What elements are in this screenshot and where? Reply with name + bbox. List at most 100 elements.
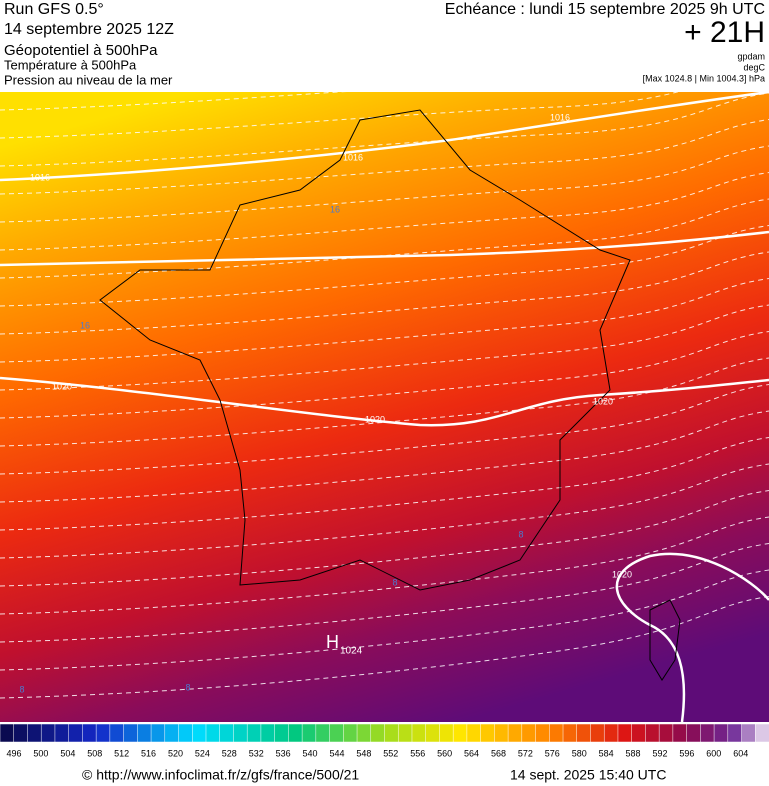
colorbar-label: 592 bbox=[652, 748, 667, 758]
colorbar-cell bbox=[205, 723, 221, 743]
colorbar-cell bbox=[617, 723, 633, 743]
field-label: Pression au niveau de la mer bbox=[4, 72, 173, 87]
colorbar-label: 564 bbox=[464, 748, 479, 758]
pressure-range: [Max 1024.8 | Min 1004.3] hPa bbox=[643, 73, 765, 83]
colorbar-cell bbox=[549, 723, 564, 743]
colorbar-cell bbox=[700, 723, 715, 743]
temperature-contour bbox=[0, 66, 769, 139]
temperature-contour bbox=[0, 410, 769, 503]
colorbar-cell bbox=[535, 723, 551, 743]
temperature-contour bbox=[0, 304, 769, 391]
colorbar-label: 596 bbox=[679, 748, 694, 758]
temperature-contour bbox=[0, 463, 769, 559]
colorbar-label: 604 bbox=[733, 748, 748, 758]
colorbar-cell bbox=[40, 723, 56, 743]
colorbar-cell bbox=[590, 723, 605, 743]
colorbar-cell bbox=[68, 723, 84, 743]
colorbar-label: 500 bbox=[33, 748, 48, 758]
isobar-label: 1016 bbox=[550, 112, 570, 122]
temperature-label: 16 bbox=[80, 320, 90, 330]
colorbar-cell bbox=[95, 723, 111, 743]
colorbar-cell bbox=[13, 723, 29, 743]
isobar-label: 1020 bbox=[52, 381, 72, 391]
isobar-label: 1020 bbox=[593, 396, 613, 406]
colorbar-cell bbox=[329, 723, 345, 743]
temperature-contour bbox=[0, 278, 769, 363]
temperature-contour bbox=[0, 384, 769, 475]
colorbar-label: 576 bbox=[545, 748, 560, 758]
colorbar-cell bbox=[397, 723, 413, 743]
isobar-label: 1020 bbox=[612, 569, 632, 579]
colorbar-cell bbox=[260, 723, 276, 743]
isobar-label: 1016 bbox=[30, 172, 50, 182]
colorbar-cell bbox=[384, 723, 399, 743]
colorbar-cell bbox=[425, 723, 441, 743]
colorbar-cell bbox=[439, 723, 454, 743]
colorbar-cell bbox=[741, 723, 757, 743]
colorbar-cell bbox=[370, 723, 386, 743]
colorbar-label: 588 bbox=[626, 748, 641, 758]
temperature-contour bbox=[0, 331, 769, 419]
colorbar-cell bbox=[494, 723, 509, 743]
colorbar-label: 540 bbox=[303, 748, 318, 758]
colorbar-cell bbox=[727, 723, 743, 743]
temperature-contour bbox=[0, 357, 769, 447]
high-pressure-letter: H bbox=[326, 632, 339, 652]
colorbar-label: 572 bbox=[518, 748, 533, 758]
colorbar-cell bbox=[603, 723, 619, 743]
temperature-contours bbox=[0, 39, 769, 699]
colorbar-cell bbox=[274, 723, 290, 743]
colorbar-label: 552 bbox=[383, 748, 398, 758]
field-label: Température à 500hPa bbox=[4, 57, 137, 72]
colorbar-cell bbox=[411, 723, 427, 743]
colorbar-label: 504 bbox=[60, 748, 75, 758]
colorbar-cell bbox=[192, 723, 207, 743]
temperature-label: 8 bbox=[518, 529, 523, 539]
temperature-label: 16 bbox=[330, 204, 340, 214]
map-field bbox=[0, 92, 769, 722]
field-label: Géopotentiel à 500hPa bbox=[4, 42, 158, 59]
colorbar-cell bbox=[178, 723, 193, 743]
temperature-contour bbox=[0, 119, 769, 195]
colorbar-cell bbox=[315, 723, 331, 743]
colorbar-cell bbox=[288, 723, 303, 743]
isobar-label: 1016 bbox=[343, 152, 363, 162]
temperature-contour bbox=[0, 569, 769, 671]
colorbar-label: 512 bbox=[114, 748, 129, 758]
temperature-contour bbox=[0, 39, 769, 111]
colorbar-cell bbox=[452, 723, 468, 743]
colorbar-cell bbox=[686, 723, 702, 743]
unit-label: degC bbox=[743, 62, 765, 72]
high-pressure-value: 1024 bbox=[340, 646, 363, 657]
colorbar-cell bbox=[27, 723, 42, 743]
colorbar-label: 528 bbox=[222, 748, 237, 758]
colorbar-cell bbox=[658, 723, 674, 743]
temperature-contour bbox=[0, 145, 769, 223]
colorbar-cell bbox=[219, 723, 235, 743]
colorbar-cell bbox=[631, 723, 647, 743]
temperature-contour bbox=[0, 490, 769, 587]
temperature-contour bbox=[0, 251, 769, 335]
run-title: Run GFS 0.5° bbox=[4, 1, 104, 18]
corsica bbox=[649, 599, 681, 681]
forecast-offset: + 21H bbox=[684, 16, 765, 49]
colorbar-label: 520 bbox=[168, 748, 183, 758]
isobar-label: 1020 bbox=[365, 414, 385, 424]
coastline bbox=[99, 109, 631, 591]
colorbar-cell bbox=[54, 723, 70, 743]
colorbar-cell bbox=[0, 723, 15, 743]
colorbar-label: 560 bbox=[437, 748, 452, 758]
colorbar-label: 516 bbox=[141, 748, 156, 758]
colorbar-label: 568 bbox=[491, 748, 506, 758]
colorbar-cell bbox=[466, 723, 482, 743]
colorbar-label: 584 bbox=[599, 748, 614, 758]
temperature-contour bbox=[0, 198, 769, 279]
colorbar-cell bbox=[109, 723, 125, 743]
colorbar-cell bbox=[356, 723, 372, 743]
run-date: 14 septembre 2025 12Z bbox=[4, 21, 174, 38]
temperature-contour bbox=[0, 172, 769, 251]
colorbar-label: 556 bbox=[410, 748, 425, 758]
colorbar-label: 580 bbox=[572, 748, 587, 758]
